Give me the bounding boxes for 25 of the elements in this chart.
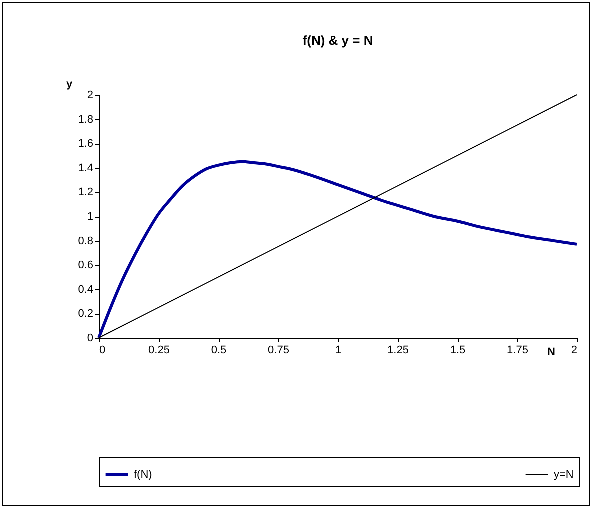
y-tick-label: 1.2: [78, 186, 94, 199]
x-tick-label: 1.75: [507, 344, 528, 356]
x-tick-label: 1.25: [388, 344, 409, 356]
legend-label: f(N): [134, 469, 152, 481]
y-tick-label: 0.2: [78, 308, 94, 320]
y-axis-title: y: [66, 78, 74, 90]
x-tick-label: 0.75: [268, 344, 290, 356]
legend-label: y=N: [554, 469, 574, 481]
y-tick-label: 1.6: [78, 138, 94, 150]
y-tick-label: 1: [87, 211, 94, 223]
x-tick-label: 1: [335, 344, 342, 356]
x-tick-label: 0: [100, 344, 106, 356]
y-tick-label: 1.4: [78, 162, 94, 174]
y-tick-label: 0.4: [78, 284, 94, 296]
chart-title: f(N) & y = N: [302, 33, 374, 48]
x-tick-label: 2: [571, 344, 578, 356]
y-tick-label: 2: [87, 90, 94, 102]
x-tick-label: 0.5: [211, 344, 227, 356]
y-tick-label: 0.6: [78, 260, 94, 272]
x-tick-label: 1.5: [450, 344, 466, 356]
x-tick-label: 0.25: [148, 344, 170, 356]
y-tick-label: 0: [87, 332, 94, 344]
x-axis-title: N: [548, 346, 556, 358]
y-tick-label: 1.8: [78, 114, 94, 126]
y-tick-label: 0.8: [78, 235, 94, 248]
